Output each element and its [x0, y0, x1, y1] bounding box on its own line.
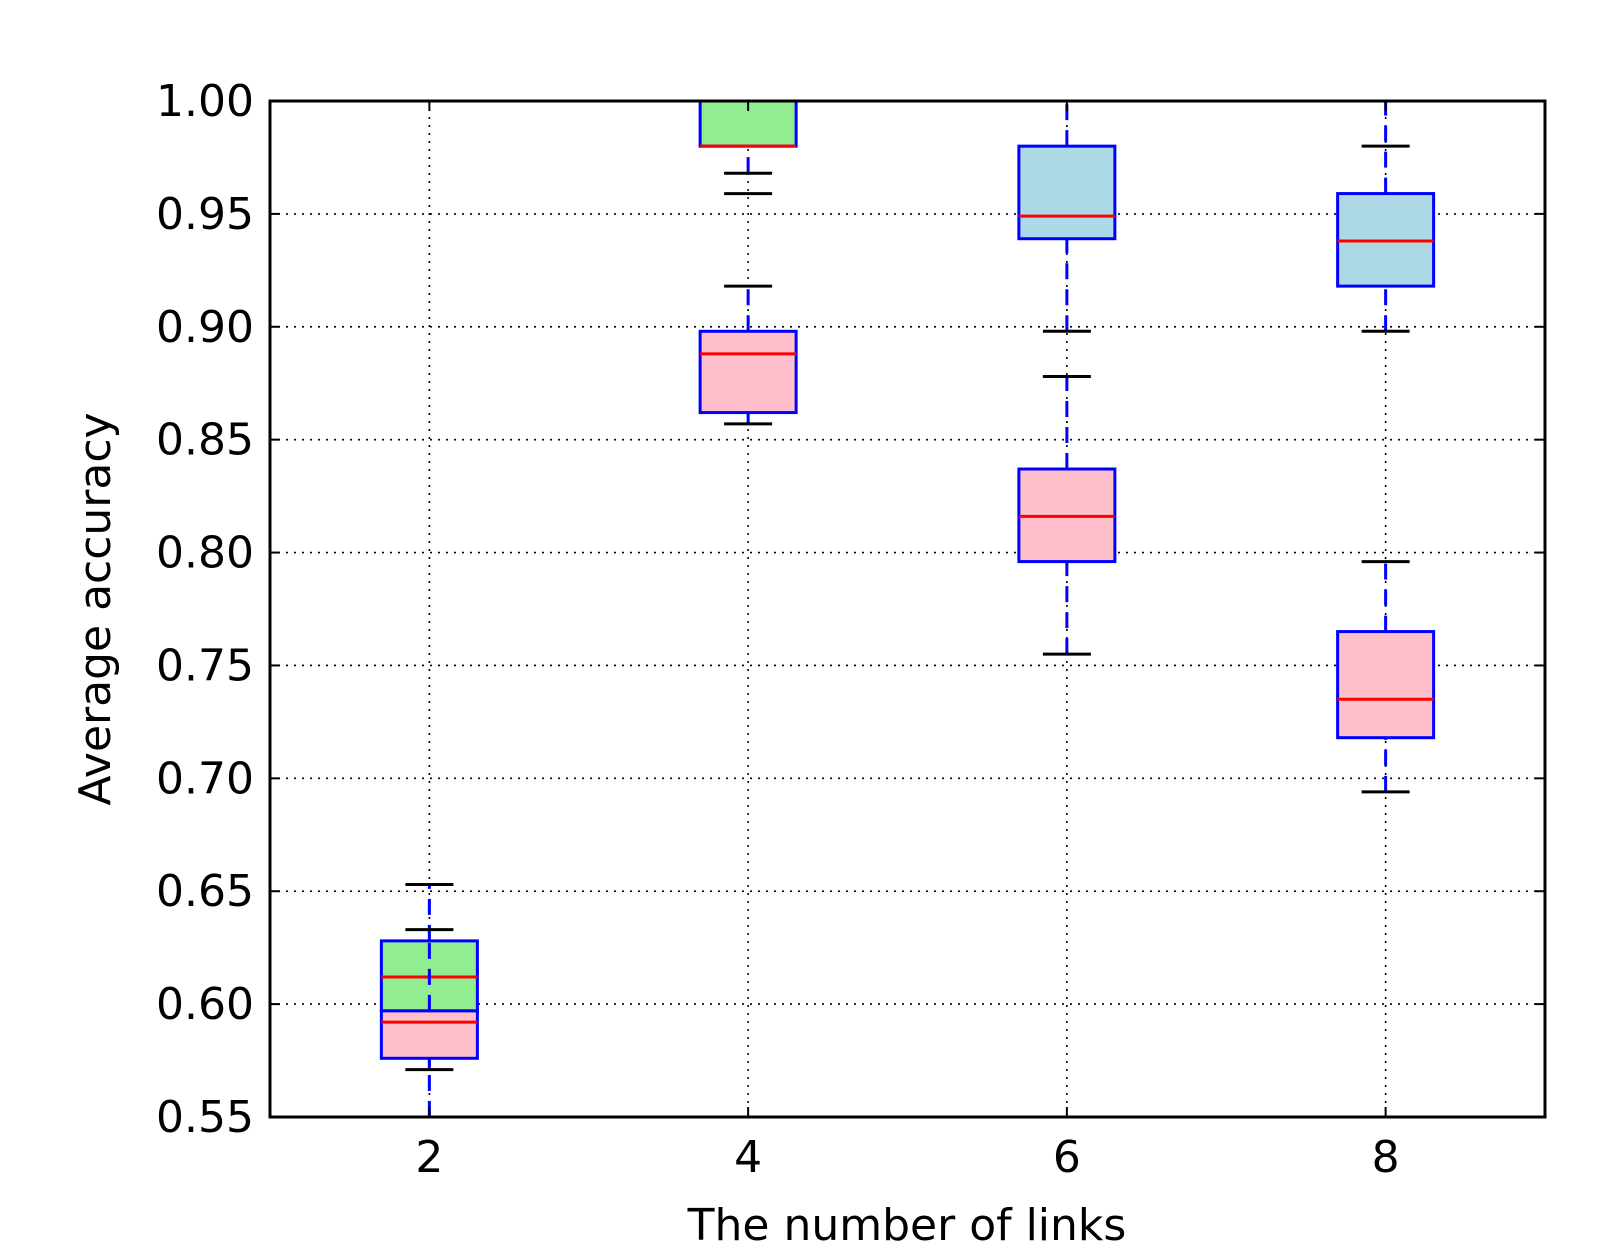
- plot-frame: [268, 99, 1547, 1119]
- series-3-box: [698, 284, 798, 426]
- y-tick-label: 0.90: [156, 302, 254, 353]
- x-axis-label: The number of links: [687, 1200, 1127, 1251]
- series-2-box: [1017, 99, 1117, 333]
- y-axis-label: Average accuracy: [70, 412, 121, 805]
- x-tick-label: 4: [734, 1132, 762, 1183]
- y-tick-label: 0.60: [156, 979, 254, 1030]
- y-tick-label: 0.70: [156, 753, 254, 804]
- series-3-box: [1017, 374, 1117, 656]
- series-2-box: [1336, 99, 1436, 333]
- x-tick-label: 6: [1053, 1132, 1081, 1183]
- box-plot-series: [379, 99, 1436, 1119]
- y-tick-label: 1.00: [156, 76, 254, 127]
- x-tick-label: 8: [1372, 1132, 1400, 1183]
- x-tick-label: 2: [415, 1132, 443, 1183]
- iqr-box: [1017, 144, 1117, 241]
- iqr-box: [1336, 630, 1436, 740]
- axis-ticks: 2 4 6 8 0.55 0.60 0.65 0.70 0.75 0.80 0.85 0.90 0.95…: [156, 76, 1545, 1183]
- series-1-box: [698, 99, 798, 175]
- y-tick-label: 0.85: [156, 415, 254, 466]
- y-tick-label: 0.65: [156, 866, 254, 917]
- series-3-box: [379, 928, 479, 1072]
- y-tick-label: 0.95: [156, 189, 254, 240]
- y-tick-label: 0.75: [156, 640, 254, 691]
- series-3-box: [1336, 560, 1436, 794]
- y-tick-label: 0.55: [156, 1092, 254, 1143]
- y-tick-label: 0.80: [156, 528, 254, 579]
- iqr-box: [698, 329, 798, 415]
- iqr-box: [379, 1009, 479, 1060]
